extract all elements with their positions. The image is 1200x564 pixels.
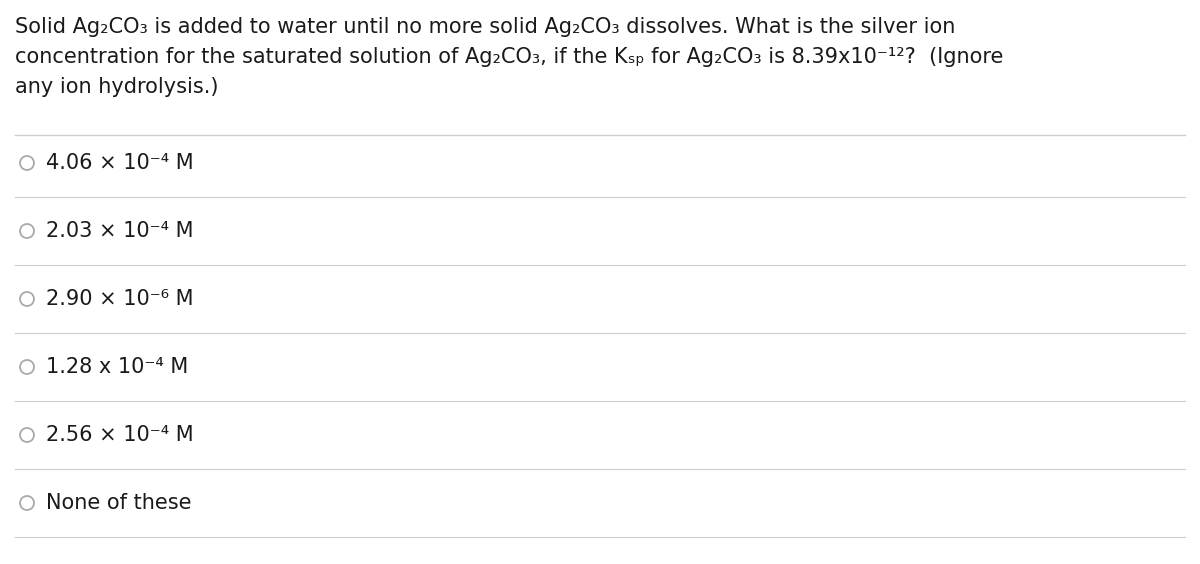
Text: 2.56 × 10⁻⁴ M: 2.56 × 10⁻⁴ M [46,425,193,445]
Text: 1.28 x 10⁻⁴ M: 1.28 x 10⁻⁴ M [46,357,188,377]
Text: any ion hydrolysis.): any ion hydrolysis.) [14,77,218,97]
Text: 4.06 × 10⁻⁴ M: 4.06 × 10⁻⁴ M [46,153,193,173]
Text: 2.90 × 10⁻⁶ M: 2.90 × 10⁻⁶ M [46,289,193,309]
Text: Solid Ag₂CO₃ is added to water until no more solid Ag₂CO₃ dissolves. What is the: Solid Ag₂CO₃ is added to water until no … [14,17,955,37]
Text: 2.03 × 10⁻⁴ M: 2.03 × 10⁻⁴ M [46,221,193,241]
Text: concentration for the saturated solution of Ag₂CO₃, if the Kₛₚ for Ag₂CO₃ is 8.3: concentration for the saturated solution… [14,47,1003,67]
Text: None of these: None of these [46,493,192,513]
